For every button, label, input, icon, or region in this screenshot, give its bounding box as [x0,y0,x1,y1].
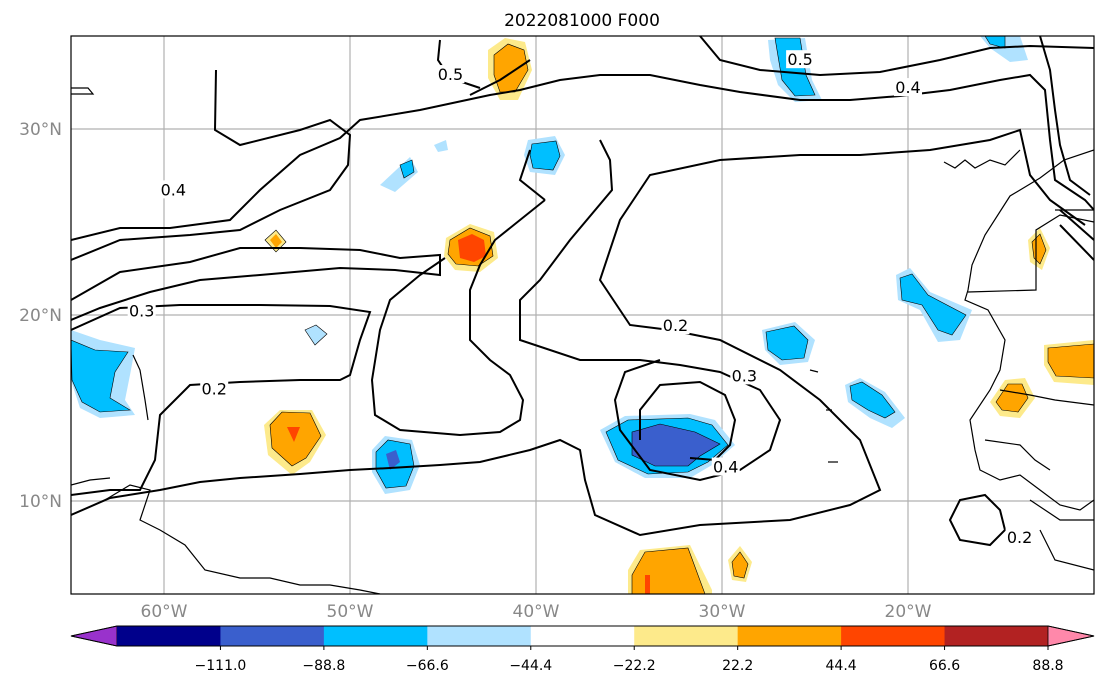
contour-label: 0.2 [1007,528,1032,547]
anomaly-negative [631,423,721,467]
contour-label-backing [436,65,465,84]
contour-label-backing [894,78,922,97]
anomaly-negative [399,159,415,179]
colorbar-tick-label: −111.0 [195,658,247,674]
anomaly-positive [645,575,650,594]
map-frame [70,35,1095,595]
anomaly-positive [731,551,749,579]
anomaly-positive [287,427,300,442]
map-plot-area: 0.5 0.5 0.4 0.4 0.3 0.2 0.2 0.3 0.4 0.2 [71,36,1094,594]
anomaly-negative [765,325,809,361]
colorbar-extend-min [70,625,118,647]
longitude-tick-labels: 60°W 50°W 40°W 30°W 20°W [141,602,932,622]
shaded-anomalies [71,36,1094,594]
lon-tick-label: 40°W [513,602,560,622]
contour-label-backing [711,457,740,476]
colorbar-segment [634,626,739,646]
latitude-tick-labels: 30°N 20°N 10°N [19,120,62,512]
colorbar-tick-label: −22.2 [613,658,656,674]
contour-labels: 0.5 0.5 0.4 0.4 0.3 0.2 0.2 0.3 0.4 0.2 [127,50,1034,547]
contour-label-backing [200,379,229,398]
colorbar-extend-max [1047,625,1095,647]
contour-label-backing [127,301,156,320]
contour-label: 0.4 [713,458,738,477]
lat-tick-label: 20°N [19,306,62,326]
colorbar-segment [841,626,946,646]
colorbar-tick-label: 22.2 [722,658,753,674]
contour-label: 0.5 [787,50,812,69]
lon-tick-label: 60°W [141,602,188,622]
anomaly-positive [1047,343,1094,379]
anomaly-negative [71,339,131,413]
contour-label-backing [1005,528,1034,547]
coastlines [71,87,1094,594]
contour-label-backing [159,180,188,199]
contour-lines [71,36,1094,547]
colorbar-segment [530,626,635,646]
anomaly-negative [899,273,967,336]
colorbar-segment [427,626,532,646]
anomaly-positive [458,234,486,262]
anomaly-positive [631,547,706,594]
colorbar-tick-label: −88.8 [302,658,345,674]
map-title: 2022081000 F000 [504,11,660,31]
colorbar-tick-labels: −111.0 −88.8 −66.6 −44.4 −22.2 22.2 44.4 66.6 88… [195,646,1064,674]
lat-tick-label: 30°N [19,120,62,140]
colorbar-tick-label: −44.4 [509,658,552,674]
lon-tick-label: 20°W [885,602,932,622]
contour-label: 0.5 [438,65,463,84]
anomaly-negative [434,140,448,152]
colorbar-segment [220,626,325,646]
colorbar [70,625,1095,647]
colorbar-segment [323,626,428,646]
anomaly-negative [849,381,896,419]
contour-label: 0.2 [201,379,226,398]
colorbar-tick-label: 44.4 [826,658,857,674]
contour-label-backing [661,316,690,335]
anomaly-negative [304,324,328,346]
contour-label: 0.3 [129,301,154,320]
colorbar-outline [70,625,1095,647]
contour-label-backing [786,50,815,69]
anomaly-negative [386,450,400,470]
anomaly-positive [270,234,282,248]
anomaly-negative [529,140,561,171]
anomaly-positive [269,411,322,467]
lon-tick-label: 50°W [327,602,374,622]
contour-label: 0.2 [663,316,688,335]
colorbar-tick-label: 88.8 [1032,658,1063,674]
colorbar-segment [944,626,1049,646]
contour-label: 0.4 [161,180,186,199]
contour-label-backing [730,366,759,385]
colorbar-segment [737,626,842,646]
colorbar-tick-label: 66.6 [929,658,960,674]
anomaly-positive [493,43,529,93]
lat-tick-label: 10°N [19,492,62,512]
contour-label: 0.3 [732,366,757,385]
contour-label: 0.4 [895,78,920,97]
lon-tick-label: 30°W [699,602,746,622]
colorbar-tick-label: −66.6 [406,658,449,674]
colorbar-segment [117,626,221,646]
